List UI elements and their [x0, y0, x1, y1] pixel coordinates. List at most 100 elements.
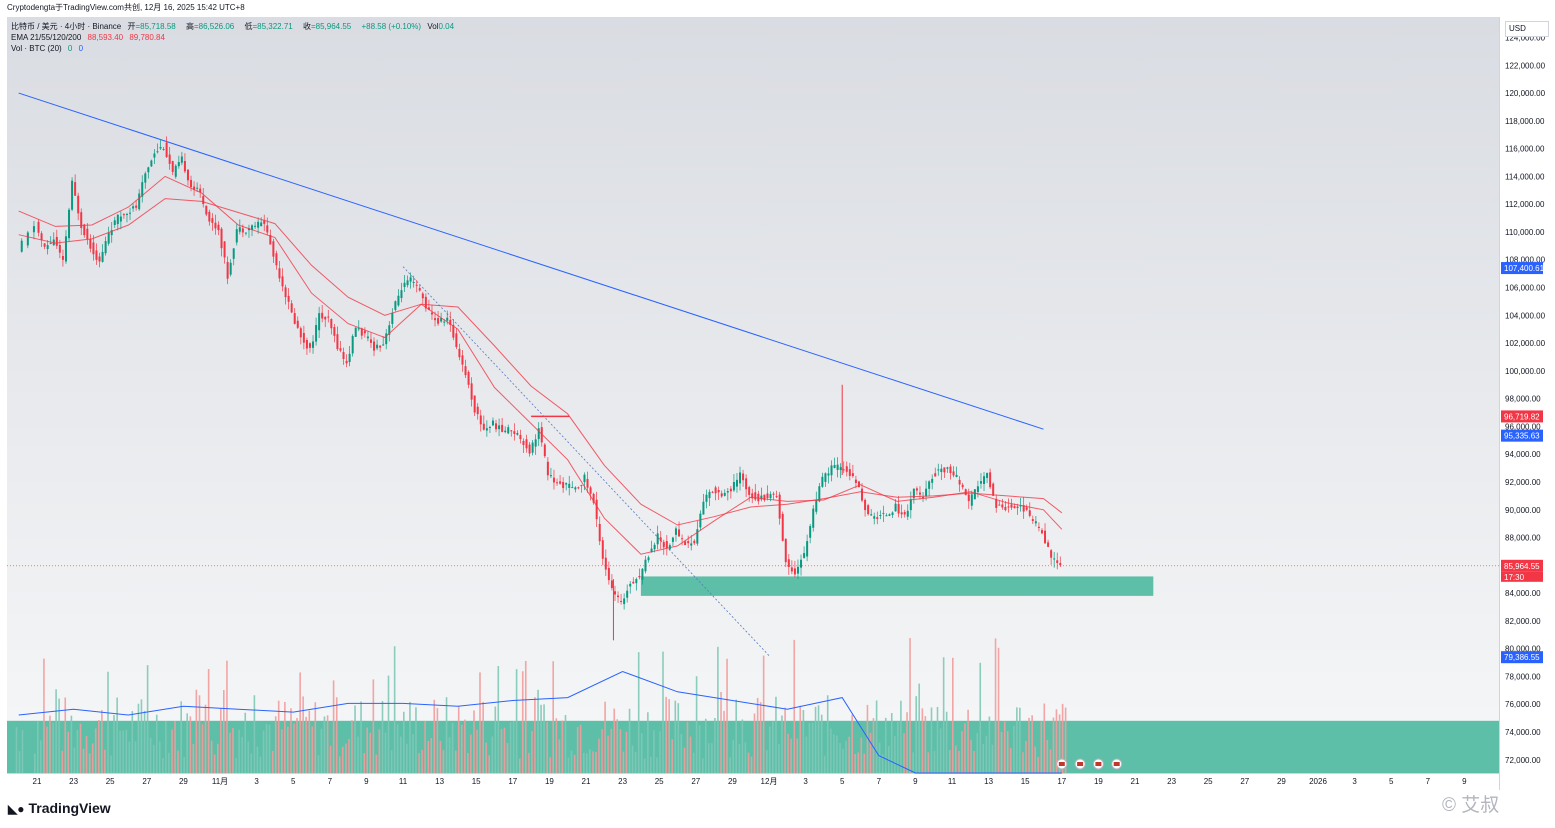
volume-bar	[442, 750, 445, 773]
plot-area[interactable]	[7, 17, 1499, 773]
candle-body	[1050, 550, 1053, 558]
volume-bar	[814, 706, 817, 773]
candle-body	[177, 162, 180, 167]
candle-body	[290, 303, 293, 313]
candle-body	[1025, 507, 1028, 510]
volume-bar	[659, 731, 661, 773]
candle-body	[973, 489, 976, 500]
volume-bar	[921, 708, 924, 773]
volume-bar	[1034, 746, 1036, 773]
candle-body	[586, 478, 589, 488]
y-tick-label: 76,000.00	[1505, 700, 1541, 709]
volume-bar	[784, 707, 786, 773]
y-tick-label: 124,000.00	[1505, 34, 1546, 43]
volume-legend[interactable]: Vol · BTC (20) 0 0	[11, 44, 87, 53]
event-flag-icon-stripe	[1077, 762, 1084, 766]
volume-bar	[366, 727, 368, 773]
volume-bar	[91, 743, 94, 773]
candle-body	[1053, 558, 1056, 560]
candle-body	[171, 161, 174, 172]
volume-bar	[332, 680, 335, 773]
volume-bar	[171, 729, 173, 773]
volume-bar	[338, 756, 341, 773]
volume-bar	[674, 700, 677, 773]
volume-bar	[317, 755, 320, 773]
open-label: 开	[127, 22, 136, 31]
candle-body	[391, 312, 394, 324]
volume-bar	[238, 729, 240, 773]
y-tick-label: 112,000.00	[1505, 200, 1545, 209]
volume-bar	[924, 716, 927, 773]
candle-body	[437, 318, 440, 324]
candle-body	[385, 333, 388, 345]
candle-body	[577, 487, 580, 489]
volume-bar	[177, 750, 179, 773]
volume-bar	[104, 749, 106, 773]
volume-bar	[168, 752, 170, 773]
x-tick-label: 23	[1167, 777, 1176, 786]
x-tick-label: 19	[1094, 777, 1103, 786]
volume-bar	[348, 739, 350, 773]
close-value: =85,964.55	[310, 22, 352, 31]
ema-21-line	[18, 175, 1063, 555]
candle-body	[229, 262, 232, 275]
volume-bar	[445, 697, 448, 773]
volume-bar	[869, 732, 872, 773]
volume-bar	[689, 736, 692, 773]
candle-body	[934, 473, 937, 477]
event-flag-icon-stripe	[1113, 762, 1120, 766]
candle-body	[549, 475, 552, 477]
currency-button[interactable]: USD	[1505, 21, 1549, 37]
volume-bar	[152, 744, 155, 773]
volume-bar	[802, 709, 805, 773]
candle-body	[501, 424, 504, 432]
candle-body	[970, 494, 973, 506]
volume-bar	[897, 721, 899, 773]
candle-body	[202, 196, 205, 205]
volume-bar	[561, 720, 564, 773]
volume-bar	[583, 752, 585, 773]
volume-bar	[799, 705, 802, 773]
candle-body	[238, 227, 241, 232]
volume-bar	[1037, 756, 1039, 773]
y-tick-label: 84,000.00	[1505, 589, 1541, 598]
x-tick-label: 3	[803, 777, 808, 786]
candle-body	[812, 508, 815, 528]
candle-body	[418, 288, 421, 291]
price-label-box	[1501, 262, 1543, 275]
volume-bar	[704, 718, 707, 773]
candle-body	[92, 242, 95, 255]
candle-body	[699, 513, 702, 528]
candle-body	[324, 316, 327, 320]
candle-body	[870, 514, 873, 516]
candle-body	[430, 312, 433, 315]
volume-bar	[34, 753, 36, 773]
volume-bar	[845, 740, 847, 773]
candle-body	[183, 161, 186, 172]
volume-bar	[351, 720, 353, 773]
candle-body	[583, 474, 586, 483]
volume-bar	[793, 639, 796, 773]
volume-bar	[640, 733, 643, 773]
volume-bar	[235, 757, 237, 773]
x-tick-label: 15	[1021, 777, 1030, 786]
candle-body	[915, 488, 918, 491]
volume-bar	[619, 729, 622, 773]
candle-body	[1040, 530, 1043, 534]
tradingview-logo[interactable]: ◣● TradingView	[8, 800, 111, 816]
candle-body	[299, 328, 302, 338]
volume-zone	[7, 720, 1499, 773]
volume-bar	[491, 736, 494, 773]
candle-body	[751, 493, 754, 499]
candle-body	[897, 503, 900, 514]
candle-body	[918, 492, 921, 495]
ema-legend[interactable]: EMA 21/55/120/200 88,593.40 89,780.84	[11, 33, 169, 42]
candle-body	[940, 468, 943, 472]
volume-bar	[601, 729, 603, 773]
time-axis[interactable]	[7, 773, 1499, 790]
candle-body	[793, 568, 796, 575]
candle-body	[967, 494, 970, 502]
symbol-name[interactable]: 比特币 / 美元 · 4小时 · Binance	[11, 22, 122, 31]
volume-bar	[378, 729, 381, 773]
